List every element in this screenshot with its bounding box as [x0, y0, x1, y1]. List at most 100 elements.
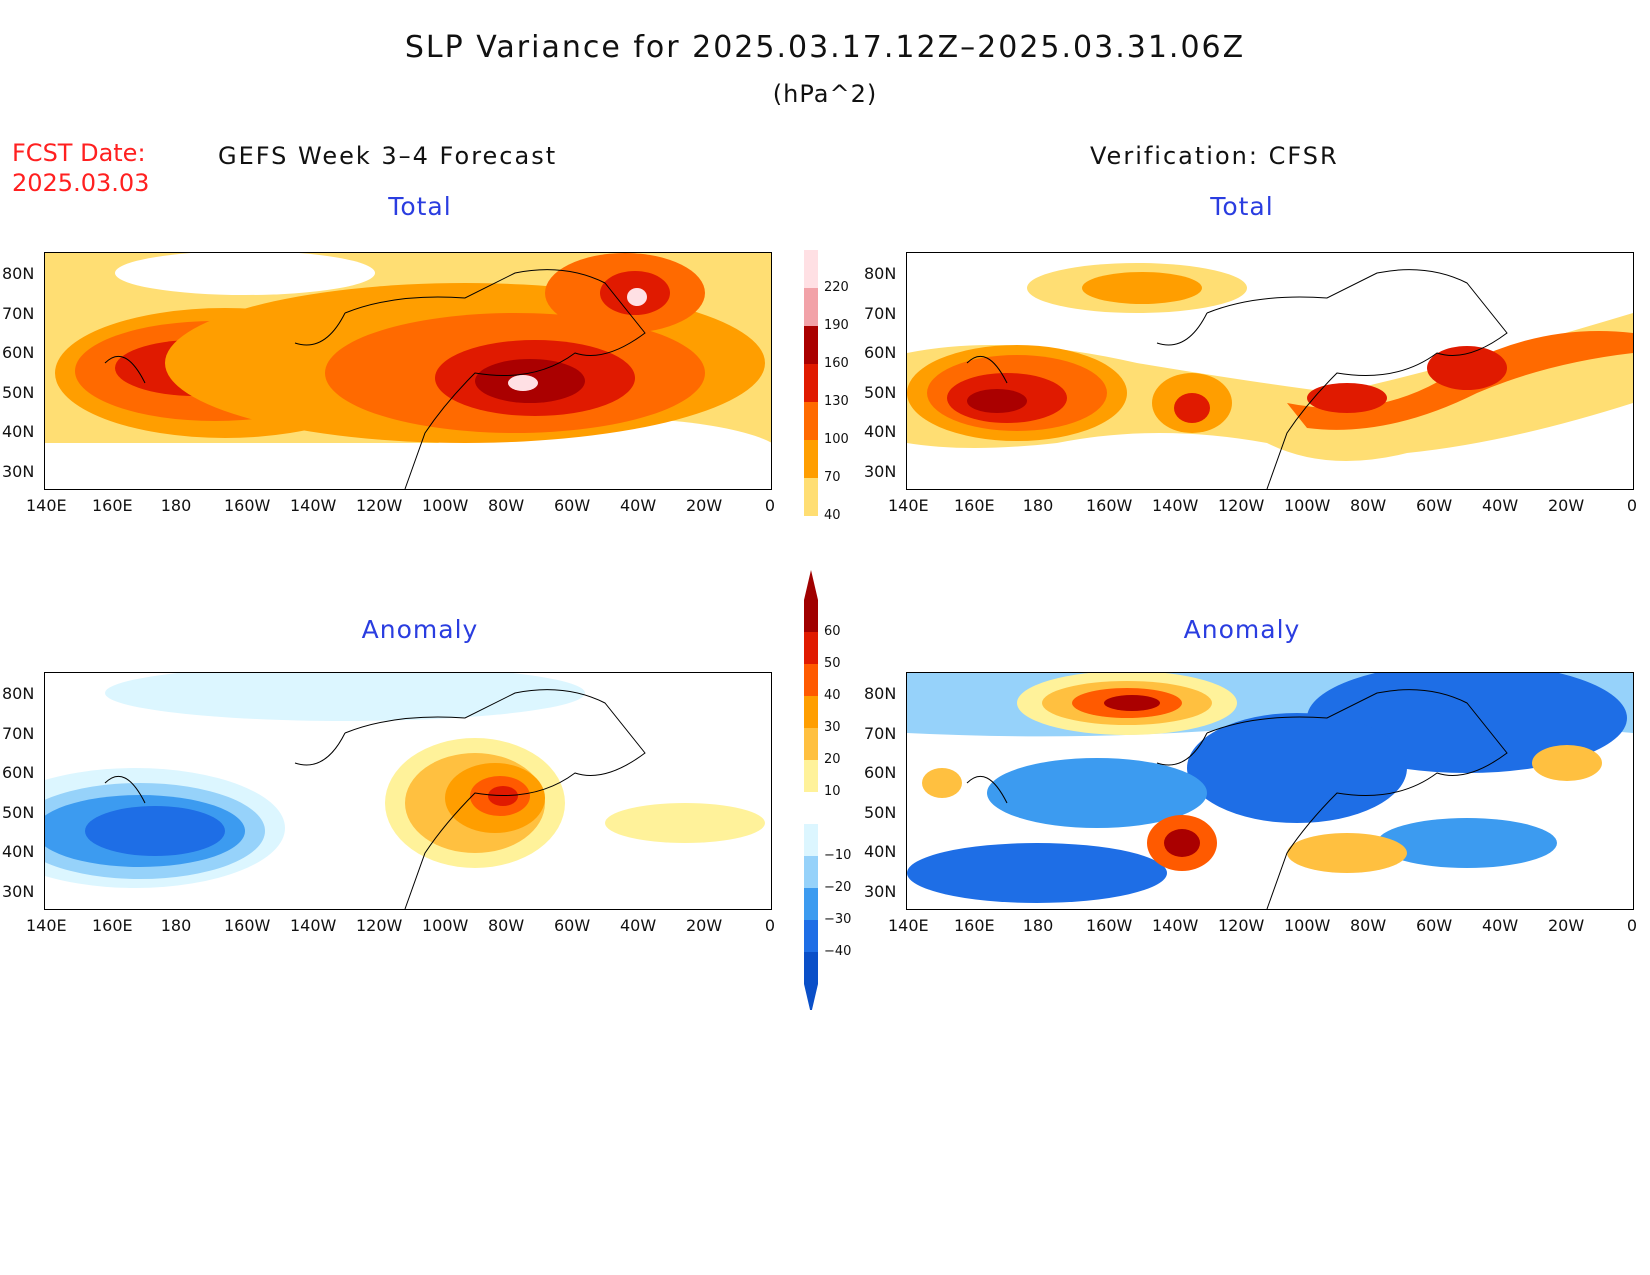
colorbar-swatch — [804, 888, 818, 920]
lat-label: 60N — [2, 343, 35, 362]
lon-label: 0 — [1626, 916, 1638, 935]
verification-anomaly-field — [907, 673, 1633, 909]
panel-title-verification-anomaly: Anomaly — [1183, 615, 1301, 644]
map-forecast-anomaly — [44, 672, 772, 910]
colorbar-level-label: 20 — [824, 752, 841, 767]
map-verification-anomaly — [906, 672, 1634, 910]
lon-label: 0 — [764, 496, 776, 515]
lon-label: 0 — [764, 916, 776, 935]
lon-label: 140W — [1152, 916, 1199, 935]
colorbar-swatch — [804, 478, 818, 516]
lon-label: 20W — [1548, 496, 1585, 515]
lon-label: 40W — [620, 496, 657, 515]
colorbar-level-label: 220 — [824, 280, 849, 295]
lat-label: 70N — [2, 303, 35, 323]
colorbar-swatch — [804, 952, 818, 984]
colorbar-swatch — [804, 696, 818, 728]
colorbar-swatch — [804, 664, 818, 696]
lon-label: 120W — [1218, 916, 1265, 935]
lon-label: 100W — [422, 496, 469, 515]
lon-label: 160W — [224, 496, 271, 515]
lon-label: 140E — [888, 496, 929, 515]
colorbar-bottom-arrow — [804, 984, 818, 1014]
colorbar-level-label: −10 — [824, 848, 852, 863]
lon-label: 160E — [92, 496, 133, 515]
colorbar-swatch — [804, 632, 818, 664]
colorbar-level-label: 100 — [824, 432, 849, 447]
lon-label: 60W — [554, 916, 591, 935]
lon-label: 120W — [356, 916, 403, 935]
colorbar-anomaly-swatches — [804, 570, 818, 1014]
figure-title: SLP Variance for 2025.03.17.12Z–2025.03.… — [404, 30, 1246, 65]
colorbar-swatch — [804, 856, 818, 888]
lon-label: 140E — [888, 916, 929, 935]
lon-label: 60W — [1416, 916, 1453, 935]
lat-label: 50N — [2, 382, 35, 402]
lat-label: 40N — [2, 422, 35, 441]
lon-label: 180 — [160, 496, 192, 515]
lon-label: 40W — [1482, 916, 1519, 935]
colorbar-level-label: −20 — [824, 880, 852, 895]
lon-label: 140W — [1152, 496, 1199, 515]
colorbar-swatch — [804, 326, 818, 364]
colorbar-level-label: 130 — [824, 394, 849, 409]
lat-label: 50N — [864, 802, 897, 822]
left-column-title: GEFS Week 3–4 Forecast — [218, 142, 558, 170]
lon-label: 80W — [488, 496, 525, 515]
panel-title-forecast-anomaly: Anomaly — [361, 615, 479, 644]
lat-label: 40N — [2, 842, 35, 861]
lat-label: 80N — [864, 264, 897, 283]
forecast-anomaly-field — [45, 673, 771, 909]
forecast-total-field — [45, 253, 771, 489]
colorbar-swatch — [804, 250, 818, 288]
lon-label: 160W — [224, 916, 271, 935]
lon-label: 160W — [1086, 496, 1133, 515]
colorbar-swatch — [804, 440, 818, 478]
lon-label: 60W — [1416, 496, 1453, 515]
lon-label: 140W — [290, 496, 337, 515]
colorbar-level-label: 60 — [824, 624, 841, 639]
lat-label: 70N — [864, 723, 897, 743]
lat-label: 30N — [864, 881, 897, 901]
colorbar-level-label: 190 — [824, 318, 849, 333]
lon-label: 140E — [26, 916, 67, 935]
colorbar-level-label: −30 — [824, 912, 852, 927]
lat-label: 80N — [2, 264, 35, 283]
lon-label: 20W — [686, 496, 723, 515]
lon-label: 140W — [290, 916, 337, 935]
colorbar-swatch — [804, 288, 818, 326]
colorbar-anomaly — [800, 570, 840, 1014]
lon-label: 100W — [1284, 916, 1331, 935]
lat-label: 80N — [2, 684, 35, 703]
lat-label: 30N — [864, 461, 897, 481]
colorbar-level-label: 10 — [824, 784, 841, 799]
map-verification-total — [906, 252, 1634, 490]
lat-label: 30N — [2, 881, 35, 901]
colorbar-swatch — [804, 600, 818, 632]
colorbar-level-label: −40 — [824, 944, 852, 959]
colorbar-swatch — [804, 364, 818, 402]
lon-label: 120W — [356, 496, 403, 515]
lon-label: 180 — [1022, 916, 1054, 935]
colorbar-total — [800, 210, 840, 530]
figure-units: (hPa^2) — [772, 80, 878, 108]
colorbar-swatch — [804, 792, 818, 824]
lat-label: 80N — [864, 684, 897, 703]
panel-title-forecast-total: Total — [388, 192, 452, 221]
lon-label: 160E — [92, 916, 133, 935]
map-forecast-total — [44, 252, 772, 490]
lat-label: 70N — [2, 723, 35, 743]
colorbar-level-label: 40 — [824, 688, 841, 703]
lon-label: 40W — [620, 916, 657, 935]
lat-label: 70N — [864, 303, 897, 323]
lon-label: 160E — [954, 916, 995, 935]
lat-label: 50N — [864, 382, 897, 402]
lat-label: 40N — [864, 842, 897, 861]
lat-label: 60N — [2, 763, 35, 782]
colorbar-swatch — [804, 760, 818, 792]
colorbar-level-label: 70 — [824, 470, 841, 485]
lat-label: 40N — [864, 422, 897, 441]
lat-label: 50N — [2, 802, 35, 822]
lon-label: 80W — [1350, 916, 1387, 935]
colorbar-level-label: 40 — [824, 508, 841, 523]
